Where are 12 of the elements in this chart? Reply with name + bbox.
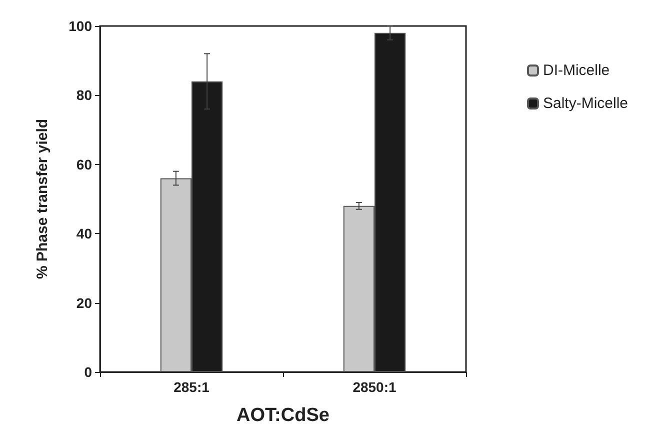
y-tick-label: 80 (76, 87, 92, 104)
y-tick-label: 60 (76, 156, 92, 172)
y-axis-title: % Phase transfer yield (34, 118, 51, 280)
x-tick-label: 285:1 (174, 379, 210, 395)
y-tick-label: 20 (76, 294, 92, 311)
legend-label: DI-Micelle (542, 62, 610, 79)
legend-label: Salty-Micelle (542, 95, 628, 112)
x-axis-title: AOT:CdSe (236, 405, 330, 426)
x-tick-label: 2850:1 (352, 379, 397, 395)
y-tick-label: 100 (68, 18, 92, 34)
y-tick-label: 0 (84, 364, 92, 380)
y-tick-label: 40 (76, 226, 92, 242)
